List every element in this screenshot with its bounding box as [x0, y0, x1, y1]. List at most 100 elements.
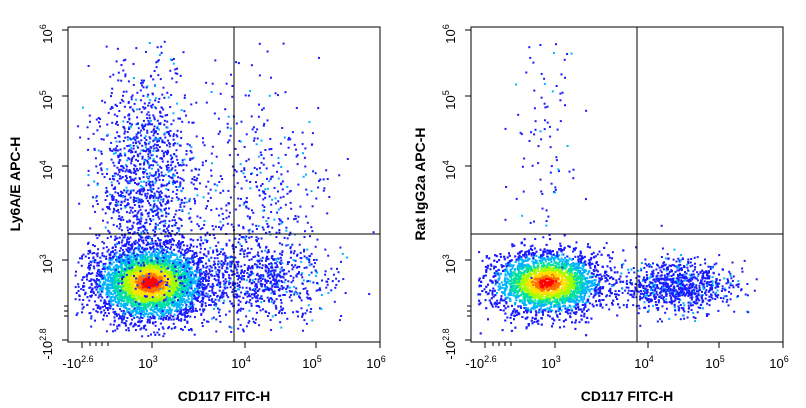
data-point [165, 211, 168, 214]
data-point [215, 318, 218, 321]
data-point [147, 111, 150, 114]
data-point [117, 275, 120, 278]
data-point [137, 221, 140, 224]
data-point [115, 260, 118, 263]
data-point [136, 153, 139, 156]
data-point [194, 273, 197, 276]
data-point [194, 279, 197, 282]
data-point [159, 307, 162, 310]
data-point [111, 276, 114, 279]
data-point [101, 268, 104, 270]
data-point [137, 268, 140, 271]
data-point [129, 311, 132, 314]
data-point [164, 256, 167, 259]
data-point [125, 281, 128, 283]
data-point [178, 217, 181, 220]
data-point [92, 265, 95, 268]
data-point [168, 195, 170, 198]
data-point [189, 292, 191, 295]
data-point [112, 152, 115, 155]
data-point [183, 267, 186, 270]
data-point [186, 143, 189, 146]
data-point [143, 315, 146, 318]
data-point [136, 270, 138, 273]
data-point [187, 265, 190, 268]
data-point [87, 169, 90, 172]
data-point [146, 309, 148, 312]
data-point [137, 297, 140, 300]
data-point [146, 192, 149, 195]
data-point [102, 318, 105, 321]
data-point [154, 242, 157, 245]
data-point [156, 299, 159, 302]
data-point [108, 265, 111, 268]
data-point [158, 315, 161, 318]
data-point [125, 282, 128, 285]
data-point [205, 320, 208, 323]
data-point [140, 256, 143, 259]
data-point [117, 266, 120, 269]
data-point [186, 312, 189, 315]
data-point [103, 255, 106, 258]
data-point [156, 224, 159, 226]
data-point [112, 280, 115, 283]
data-point [137, 320, 140, 323]
data-point [104, 262, 107, 265]
data-point [143, 295, 146, 298]
data-point [118, 324, 121, 327]
data-point [188, 305, 191, 308]
data-point [160, 273, 163, 276]
data-point [123, 303, 126, 305]
data-point [158, 217, 161, 220]
data-point [130, 179, 133, 182]
data-point [128, 297, 130, 300]
data-point [89, 251, 91, 254]
data-point [131, 281, 134, 284]
data-point [147, 153, 150, 156]
data-point [147, 270, 150, 273]
data-point [110, 95, 112, 98]
data-point [140, 285, 143, 287]
data-point [80, 288, 83, 291]
data-point [177, 305, 180, 308]
data-point [143, 325, 146, 327]
data-point [119, 253, 122, 256]
data-point [191, 250, 194, 253]
data-point [123, 251, 126, 254]
data-point [186, 273, 189, 276]
data-point [140, 304, 143, 307]
data-point [145, 328, 148, 331]
data-point [97, 273, 100, 276]
data-point [85, 275, 88, 278]
data-point [77, 290, 80, 292]
data-point [147, 142, 150, 145]
data-point [112, 148, 115, 151]
data-point [156, 281, 159, 284]
data-point [128, 256, 131, 259]
data-point [127, 295, 130, 298]
data-point [94, 319, 96, 322]
data-point [156, 242, 159, 245]
data-point [127, 282, 130, 285]
data-point [127, 80, 130, 83]
data-point [102, 263, 105, 265]
data-point [183, 201, 186, 204]
data-point [152, 229, 155, 232]
data-point [128, 275, 131, 278]
data-point [161, 139, 164, 142]
data-point [84, 291, 87, 294]
data-point [160, 183, 163, 186]
data-point [161, 256, 164, 259]
data-point [161, 304, 163, 307]
data-point [94, 300, 96, 303]
data-point [170, 251, 173, 254]
data-point [189, 238, 192, 241]
data-point [146, 263, 149, 265]
data-point [138, 273, 141, 276]
data-point [81, 278, 84, 281]
data-point [202, 276, 205, 279]
data-point [123, 189, 126, 192]
data-point [148, 299, 151, 302]
data-point [78, 298, 81, 301]
